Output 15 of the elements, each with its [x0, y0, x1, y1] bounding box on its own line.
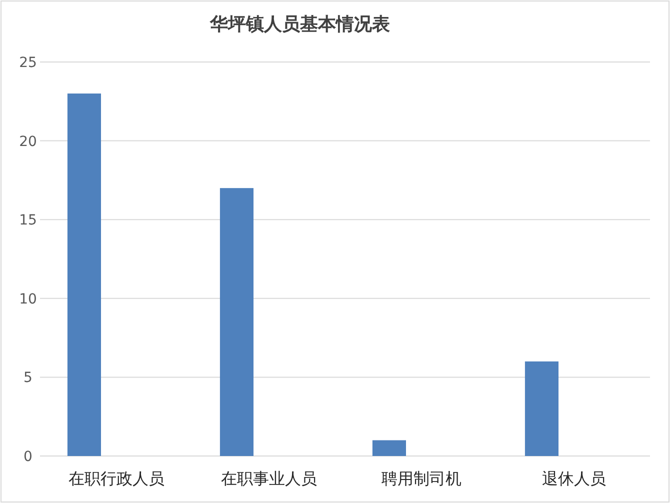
y-tick-label: 15 [19, 212, 37, 229]
x-tick-label: 聘用制司机 [381, 469, 462, 488]
y-tick-label: 5 [24, 370, 32, 386]
y-tick-label: 0 [24, 449, 32, 465]
y-tick-label: 10 [19, 291, 37, 308]
bar [220, 188, 254, 456]
y-tick-label: 20 [19, 134, 37, 150]
bar [524, 361, 558, 456]
chart-title: 华坪镇人员基本情况表 [209, 14, 390, 35]
x-tick-label: 退休人员 [542, 469, 606, 488]
bar [372, 440, 406, 456]
x-tick-label: 在职事业人员 [220, 469, 317, 488]
bar [67, 94, 101, 456]
y-tick-label: 25 [19, 55, 37, 71]
x-tick-label: 在职行政人员 [68, 469, 164, 488]
